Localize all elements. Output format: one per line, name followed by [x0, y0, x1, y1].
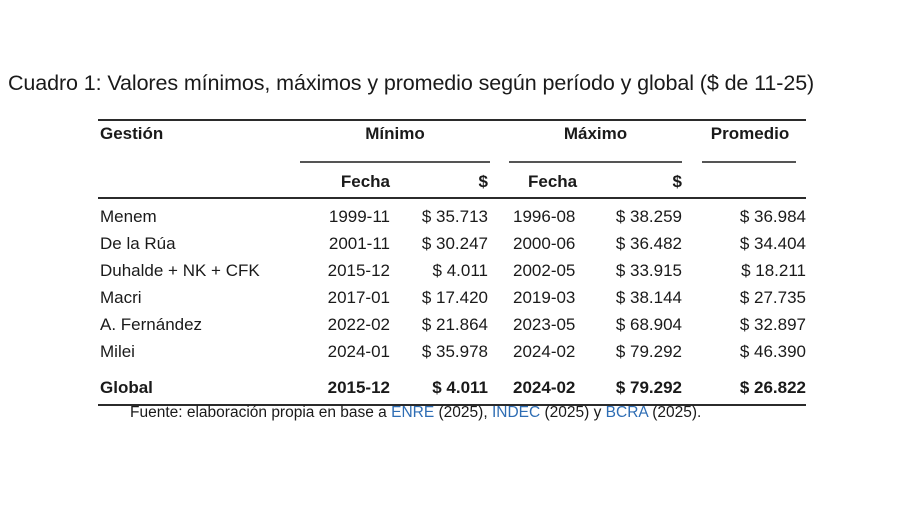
ref-enre-year: (2025): [434, 404, 484, 421]
ref-indec-year: (2025): [540, 404, 590, 421]
bottom-rule: [98, 404, 806, 406]
cell-promedio: $ 26.822: [739, 378, 806, 397]
cell-gestion: Menem: [100, 207, 157, 226]
cell-max-valor: $ 38.259: [615, 207, 682, 226]
footnote-separator: ,: [483, 404, 492, 421]
header-gestion: Gestión: [100, 124, 164, 143]
top-rule: [98, 119, 806, 121]
source-footnote: Fuente: elaboración propia en base a ENR…: [130, 404, 701, 422]
cell-min-fecha: 2022-02: [327, 315, 390, 334]
cell-gestion: Duhalde + NK + CFK: [100, 261, 260, 280]
header-rule: [98, 197, 806, 199]
promedio-group-rule: [702, 161, 796, 163]
cell-min-valor: $ 4.011: [432, 261, 488, 280]
cell-max-fecha: 2023-05: [513, 315, 576, 334]
cell-promedio: $ 27.735: [739, 288, 806, 307]
cell-max-fecha: 2019-03: [513, 288, 576, 307]
ref-bcra-link[interactable]: BCRA: [605, 404, 648, 421]
cell-min-valor: $ 17.420: [421, 288, 488, 307]
ref-enre-link[interactable]: ENRE: [391, 404, 435, 421]
footnote-suffix: .: [697, 404, 702, 421]
cell-max-fecha: 2002-05: [513, 261, 576, 280]
cell-promedio: $ 18.211: [741, 261, 806, 280]
table-caption: Cuadro 1: Valores mínimos, máximos y pro…: [8, 71, 815, 95]
cell-min-valor: $ 4.011: [432, 378, 488, 397]
header-maximo: Máximo: [563, 124, 628, 143]
cell-max-valor: $ 33.915: [615, 261, 682, 280]
cell-min-valor: $ 21.864: [421, 315, 488, 334]
cell-max-fecha: 2000-06: [513, 234, 576, 253]
cell-promedio: $ 34.404: [739, 234, 806, 253]
minimo-group-rule: [300, 161, 490, 163]
header-min-valor: $: [478, 172, 488, 191]
cell-min-fecha: 2024-01: [327, 342, 390, 361]
cell-min-fecha: 2015-12: [327, 378, 390, 397]
cell-max-valor: $ 36.482: [615, 234, 682, 253]
cell-max-valor: $ 79.292: [615, 342, 682, 361]
ref-bcra-year: (2025): [647, 404, 698, 421]
cell-max-valor: $ 68.904: [615, 315, 682, 334]
cell-gestion: Macri: [100, 288, 142, 307]
footnote-prefix: Fuente: elaboración propia en base a: [130, 404, 392, 421]
cell-min-fecha: 2017-01: [327, 288, 390, 307]
cell-min-fecha: 2001-11: [328, 234, 390, 253]
cell-gestion: De la Rúa: [100, 234, 176, 253]
cell-promedio: $ 32.897: [739, 315, 806, 334]
cell-min-valor: $ 35.978: [421, 342, 488, 361]
cell-max-fecha: 1996-08: [513, 207, 576, 226]
cell-promedio: $ 46.390: [739, 342, 806, 361]
cell-gestion: Milei: [100, 342, 135, 361]
cell-promedio: $ 36.984: [739, 207, 806, 226]
cell-min-valor: $ 35.713: [421, 207, 488, 226]
header-promedio: Promedio: [710, 124, 790, 143]
cell-min-fecha: 2015-12: [327, 261, 390, 280]
cell-gestion: A. Fernández: [100, 315, 203, 334]
cell-max-valor: $ 79.292: [615, 378, 682, 397]
cell-min-fecha: 1999-11: [328, 207, 390, 226]
cell-max-valor: $ 38.144: [615, 288, 682, 307]
header-max-fecha: Fecha: [528, 172, 578, 191]
footnote-separator: y: [589, 404, 606, 421]
maximo-group-rule: [509, 161, 682, 163]
header-min-fecha: Fecha: [340, 172, 390, 191]
cell-max-fecha: 2024-02: [513, 342, 576, 361]
cell-min-valor: $ 30.247: [421, 234, 488, 253]
cell-max-fecha: 2024-02: [513, 378, 576, 397]
header-max-valor: $: [672, 172, 682, 191]
header-minimo: Mínimo: [365, 124, 425, 143]
cell-gestion: Global: [100, 378, 153, 397]
ref-indec-link[interactable]: INDEC: [491, 404, 541, 421]
